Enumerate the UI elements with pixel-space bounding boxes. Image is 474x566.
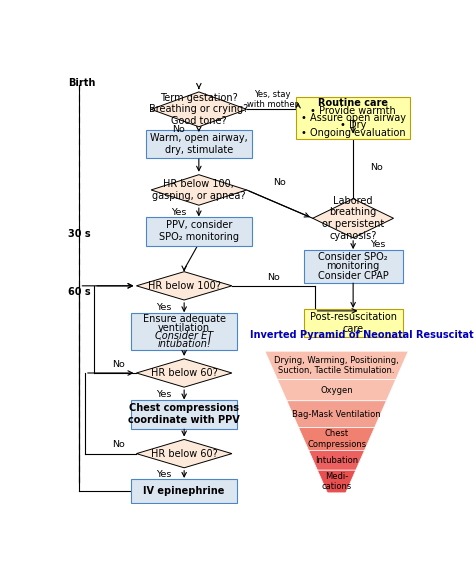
Text: Consider ET: Consider ET [155, 331, 213, 341]
Text: 30 s: 30 s [68, 229, 91, 238]
Text: SPO₂ monitoring: SPO₂ monitoring [159, 233, 239, 242]
Text: Yes: Yes [370, 241, 385, 250]
Text: • Dry: • Dry [340, 121, 366, 130]
Text: Consider SPO₂: Consider SPO₂ [319, 252, 388, 262]
Text: Yes: Yes [171, 208, 186, 217]
FancyBboxPatch shape [146, 130, 252, 158]
Text: coordinate with PPV: coordinate with PPV [128, 415, 240, 426]
Text: IV epinephrine: IV epinephrine [144, 486, 225, 496]
Text: No: No [267, 273, 280, 282]
Text: Birth: Birth [68, 78, 96, 88]
Text: Inverted Pyramid of Neonatal Resuscitation: Inverted Pyramid of Neonatal Resuscitati… [250, 331, 474, 340]
Text: HR below 100,
gasping, or apnea?: HR below 100, gasping, or apnea? [152, 179, 246, 201]
FancyBboxPatch shape [303, 308, 403, 337]
Text: Bag-Mask Ventilation: Bag-Mask Ventilation [292, 410, 381, 419]
Polygon shape [137, 439, 232, 468]
Text: HR below 60?: HR below 60? [151, 368, 218, 378]
Polygon shape [299, 428, 374, 451]
FancyBboxPatch shape [131, 313, 237, 350]
Text: Consider CPAP: Consider CPAP [318, 271, 389, 281]
Text: No: No [370, 163, 383, 172]
FancyBboxPatch shape [131, 400, 237, 428]
Text: • Ongoing evaluation: • Ongoing evaluation [301, 128, 405, 138]
Polygon shape [137, 272, 232, 300]
Text: Yes: Yes [156, 303, 172, 312]
Text: Yes, stay
with mother: Yes, stay with mother [247, 90, 298, 109]
Text: ventilation: ventilation [158, 323, 210, 332]
Text: PPV, consider: PPV, consider [165, 220, 232, 230]
FancyBboxPatch shape [296, 97, 410, 139]
FancyBboxPatch shape [146, 217, 252, 246]
Text: intubation!: intubation! [157, 339, 211, 349]
Text: • Assure open airway: • Assure open airway [301, 113, 406, 123]
Text: Labored
breathing
or persistent
cyanosis?: Labored breathing or persistent cyanosis… [322, 196, 384, 241]
Text: Term gestation?
Breathing or crying?
Good tone?: Term gestation? Breathing or crying? Goo… [149, 93, 248, 126]
Text: No: No [113, 440, 125, 449]
Text: Medi-
cations: Medi- cations [321, 472, 352, 491]
Text: No: No [172, 125, 185, 134]
Text: Intubation: Intubation [315, 456, 358, 465]
Text: Routine care: Routine care [318, 98, 388, 108]
Text: 60 s: 60 s [68, 288, 91, 297]
Polygon shape [151, 92, 246, 127]
Text: Drying, Warming, Positioning,
Suction, Tactile Stimulation.: Drying, Warming, Positioning, Suction, T… [274, 355, 399, 375]
Polygon shape [287, 401, 386, 428]
Text: care: care [343, 324, 364, 334]
Text: HR below 100?: HR below 100? [148, 281, 220, 291]
Text: • Provide warmth: • Provide warmth [310, 106, 396, 115]
Text: dry, stimulate: dry, stimulate [165, 145, 233, 155]
Text: Warm, open airway,: Warm, open airway, [150, 133, 248, 143]
Text: monitoring: monitoring [327, 261, 380, 271]
Text: No: No [113, 360, 125, 369]
Polygon shape [313, 199, 393, 238]
Text: No: No [273, 178, 286, 187]
Polygon shape [137, 359, 232, 387]
Polygon shape [309, 451, 365, 470]
Polygon shape [151, 175, 246, 205]
Polygon shape [265, 351, 408, 380]
FancyBboxPatch shape [131, 479, 237, 503]
Text: Chest compressions: Chest compressions [129, 404, 239, 413]
Polygon shape [277, 380, 396, 401]
FancyBboxPatch shape [303, 250, 403, 282]
Polygon shape [318, 470, 356, 493]
Text: Ensure adequate: Ensure adequate [143, 314, 226, 324]
Text: Chest
Compressions: Chest Compressions [307, 430, 366, 449]
Text: Post-resuscitation: Post-resuscitation [310, 312, 397, 322]
Text: HR below 60?: HR below 60? [151, 449, 218, 458]
Text: Oxygen: Oxygen [320, 385, 353, 395]
Text: Yes: Yes [156, 391, 172, 399]
Text: Yes: Yes [156, 470, 172, 479]
